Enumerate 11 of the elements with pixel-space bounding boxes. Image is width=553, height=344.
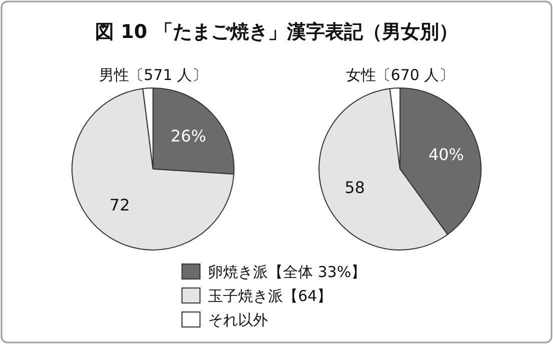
legend-label: それ以外 xyxy=(208,311,268,329)
chart-title: 図 10 「たまご焼き」漢字表記（男女別） xyxy=(95,21,458,43)
pie-slice xyxy=(72,88,234,250)
data-label: 26% xyxy=(170,126,206,146)
chart-subtitle: 女性〔670 人〕 xyxy=(346,66,454,84)
chart-subtitle: 男性〔571 人〕 xyxy=(98,66,208,84)
data-label: 58 xyxy=(344,178,365,197)
data-label: 40% xyxy=(428,144,464,164)
data-label: 72 xyxy=(110,195,130,214)
legend-label: 玉子焼き派【64】 xyxy=(208,287,332,305)
legend-label: 卵焼き派【全体 33%】 xyxy=(208,263,366,281)
